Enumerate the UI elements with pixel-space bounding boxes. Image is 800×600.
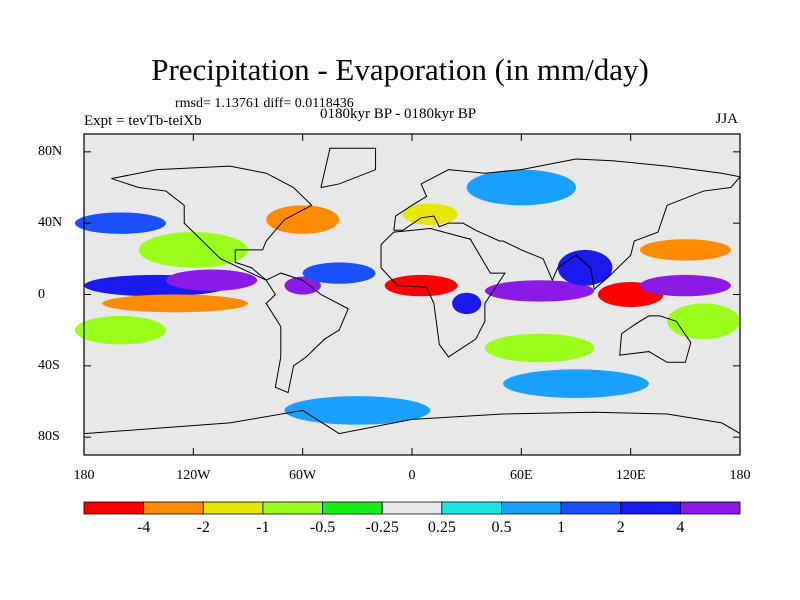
coastline xyxy=(83,409,741,435)
coastline xyxy=(265,272,349,394)
y-tick-label: 80S xyxy=(38,429,60,445)
colorbar-label: -4 xyxy=(136,519,151,536)
axis-ticks xyxy=(83,134,741,455)
coastline-layer xyxy=(83,147,741,435)
x-tick-label: 60E xyxy=(510,468,533,483)
x-tick-label: 120E xyxy=(615,468,646,483)
coastline xyxy=(393,158,741,291)
field-region xyxy=(74,212,166,234)
colorbar-swatch xyxy=(620,501,681,515)
period-label: 0180kyr BP - 0180kyr BP xyxy=(320,106,477,122)
stats-line: rmsd= 1.13761 diff= 0.0118436 xyxy=(175,96,354,111)
field-region xyxy=(138,232,248,268)
x-tick-label: 60W xyxy=(289,468,317,483)
coastline xyxy=(619,315,692,363)
colorbar-swatch xyxy=(83,501,145,515)
colorbar-swatch xyxy=(322,501,383,515)
field-region xyxy=(402,203,458,225)
field-region xyxy=(266,205,340,234)
colorbar-label: -0.25 xyxy=(365,519,399,536)
colorbar xyxy=(83,501,741,515)
colorbar-label: -1 xyxy=(256,519,270,536)
y-tick-label: 80N xyxy=(38,143,63,159)
colorbar-label: 4 xyxy=(676,519,685,536)
y-tick-label: 40N xyxy=(38,215,63,231)
coastline xyxy=(111,165,313,281)
x-tick-label: 120W xyxy=(176,468,211,483)
field-region xyxy=(639,274,731,297)
y-tick-label: 0 xyxy=(38,286,45,302)
coastline xyxy=(320,147,377,188)
field-region xyxy=(466,169,576,206)
field-region xyxy=(284,276,321,295)
field-layer xyxy=(74,169,740,425)
colorbar-swatch xyxy=(560,501,622,515)
colorbar-swatch xyxy=(679,501,741,515)
colorbar-swatch xyxy=(143,501,204,515)
experiment-label: Expt = tevTb-teiXb xyxy=(84,113,202,129)
colorbar-swatch xyxy=(381,501,443,515)
colorbar-label: -2 xyxy=(196,519,210,536)
field-region xyxy=(284,396,431,425)
field-region xyxy=(484,280,595,302)
y-tick-label: 40S xyxy=(38,357,60,373)
field-region xyxy=(166,269,258,291)
colorbar-swatch xyxy=(441,501,502,515)
field-region xyxy=(667,303,740,340)
colorbar-label: -0.5 xyxy=(309,519,336,536)
coastline xyxy=(380,228,506,358)
colorbar-label: 0.25 xyxy=(427,519,456,536)
x-tick-label: 0 xyxy=(408,468,416,483)
field-region xyxy=(384,274,458,297)
field-region xyxy=(302,262,376,284)
colorbar-label: 2 xyxy=(616,519,625,536)
season-label: JJA xyxy=(715,111,738,127)
field-region xyxy=(639,239,731,261)
field-region xyxy=(503,369,649,398)
colorbar-swatch xyxy=(202,501,264,515)
field-region xyxy=(452,292,482,315)
field-region xyxy=(484,333,595,363)
x-tick-label: 180 xyxy=(729,468,751,483)
colorbar-label: 0.5 xyxy=(491,519,512,536)
field-region xyxy=(74,315,166,345)
field-region xyxy=(102,294,248,313)
colorbar-label: 1 xyxy=(557,519,566,536)
colorbar-swatch xyxy=(501,501,562,515)
x-tick-label: 180 xyxy=(73,468,95,483)
colorbar-swatch xyxy=(262,501,323,515)
chart-title: Precipitation - Evaporation (in mm/day) xyxy=(151,52,649,87)
